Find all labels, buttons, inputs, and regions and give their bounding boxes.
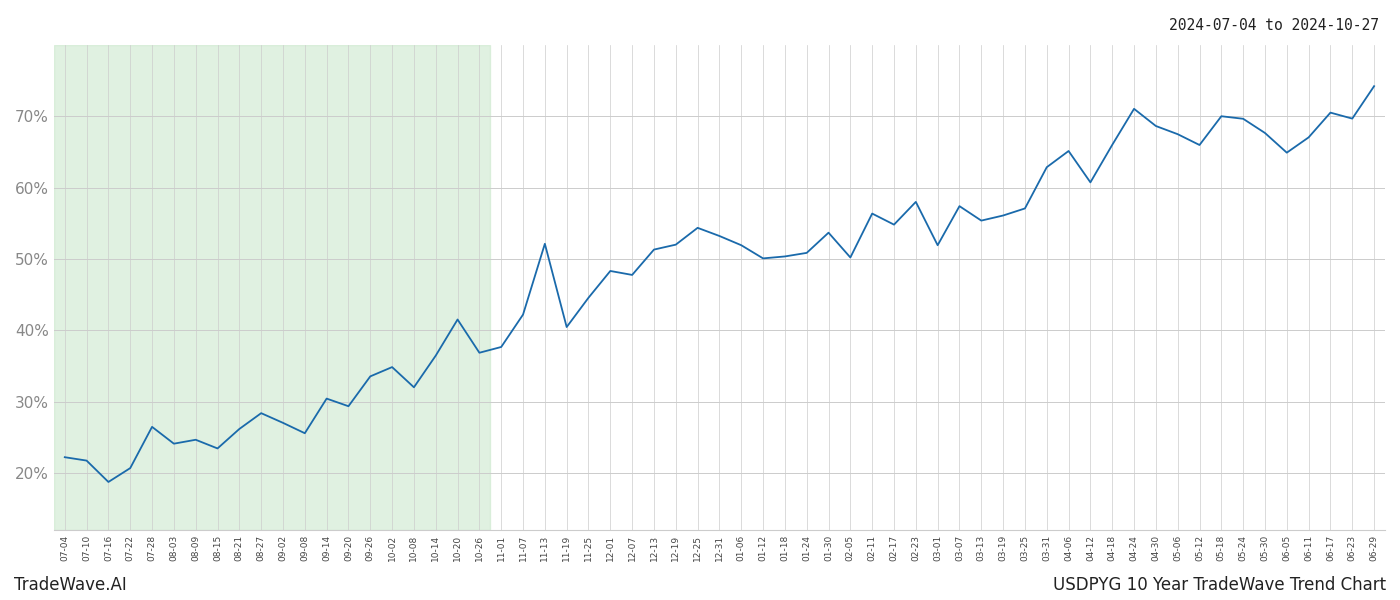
Text: USDPYG 10 Year TradeWave Trend Chart: USDPYG 10 Year TradeWave Trend Chart (1053, 576, 1386, 594)
Bar (53, 45, 490, 530)
Text: TradeWave.AI: TradeWave.AI (14, 576, 127, 594)
Text: 2024-07-04 to 2024-10-27: 2024-07-04 to 2024-10-27 (1169, 18, 1379, 33)
